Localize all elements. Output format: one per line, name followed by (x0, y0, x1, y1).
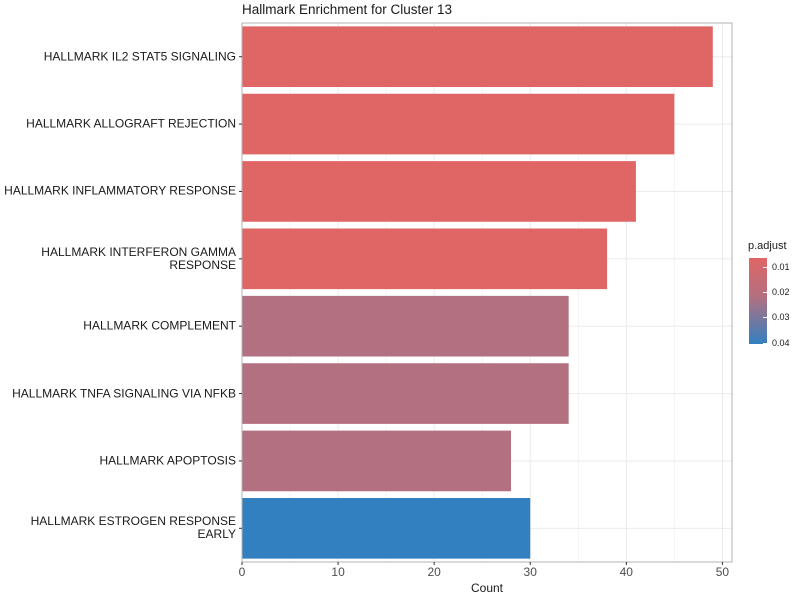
legend-tick (763, 342, 767, 344)
bar-5 (242, 295, 569, 357)
y-tick-label: HALLMARK INTERFERON GAMMA RESPONSE (41, 244, 236, 272)
bar-7 (242, 430, 512, 492)
legend-title: p.adjust (748, 240, 787, 252)
x-axis-label: Count (470, 581, 504, 595)
x-tick-label: 0 (238, 565, 246, 579)
y-tick-label: HALLMARK IL2 STAT5 SIGNALING (43, 49, 236, 64)
y-tick-label: HALLMARK COMPLEMENT (83, 318, 236, 333)
bar-2 (242, 93, 675, 155)
legend-tick-label: 0.04 (772, 337, 790, 348)
bar-6 (242, 363, 569, 424)
bar-4 (242, 228, 608, 290)
y-tick-label: HALLMARK APOPTOSIS (99, 453, 237, 468)
plot-border (241, 22, 733, 563)
x-tick-label: 20 (427, 565, 441, 579)
x-tick-label: 10 (331, 565, 345, 579)
y-tick-label: HALLMARK TNFA SIGNALING VIA NFKB (12, 386, 236, 401)
x-tick-label: 30 (523, 565, 537, 579)
y-tick-label: HALLMARK ESTROGEN RESPONSE EARLY (30, 514, 236, 542)
legend-colorbar (749, 258, 767, 344)
legend-tick-label: 0.02 (772, 287, 790, 298)
legend-tick (763, 292, 767, 294)
legend-tick (763, 266, 767, 268)
x-tick-label: 40 (619, 565, 633, 579)
legend-tick-label: 0.01 (772, 261, 790, 272)
y-tick-label: HALLMARK INFLAMMATORY RESPONSE (4, 183, 236, 198)
chart-title: Hallmark Enrichment for Cluster 13 (242, 2, 453, 17)
bar-3 (242, 161, 636, 222)
y-tick-label: HALLMARK ALLOGRAFT REJECTION (26, 116, 236, 131)
legend-tick-label: 0.03 (772, 312, 790, 323)
bar-1 (242, 26, 713, 88)
legend-tick (763, 317, 767, 319)
bar-8 (242, 497, 531, 559)
x-tick-label: 50 (715, 565, 730, 579)
